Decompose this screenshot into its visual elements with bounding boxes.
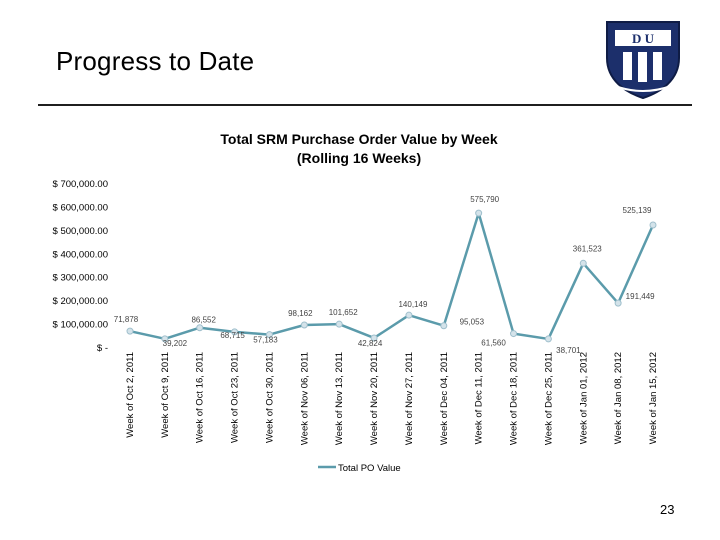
data-label: 525,139 [623, 206, 652, 215]
x-tick-label: Week of Oct 9, 2011 [160, 352, 171, 438]
y-tick-label: $ - [97, 343, 108, 354]
data-label: 98,162 [288, 309, 313, 318]
x-tick-label: Week of Oct 30, 2011 [264, 352, 275, 443]
x-tick-label: Week of Jan 01, 2012 [578, 352, 589, 444]
data-label: 575,790 [470, 195, 499, 204]
x-tick-label: Week of Nov 13, 2011 [334, 352, 345, 445]
data-label: 39,202 [163, 339, 188, 348]
chart-title: Total SRM Purchase Order Value by Week [220, 131, 497, 147]
svg-text:D U: D U [632, 31, 655, 46]
x-tick-label: Week of Oct 23, 2011 [230, 352, 241, 443]
y-tick-label: $ 100,000.00 [53, 320, 108, 331]
x-tick-label: Week of Nov 27, 2011 [404, 352, 415, 445]
data-label: 101,652 [329, 308, 358, 317]
y-tick-label: $ 700,000.00 [53, 179, 108, 190]
data-label: 191,449 [626, 292, 655, 301]
data-point [510, 330, 518, 338]
x-tick-label: Week of Dec 25, 2011 [543, 352, 554, 445]
data-point [196, 324, 204, 332]
series-line-total-po-value [129, 211, 655, 341]
data-point [231, 328, 239, 336]
university-shield-logo: D U [606, 21, 680, 100]
data-label: 86,552 [191, 316, 216, 325]
data-point [579, 259, 587, 267]
x-tick-label: Week of Oct 16, 2011 [195, 352, 206, 443]
data-label: 71,878 [114, 315, 139, 324]
x-tick-label: Week of Dec 04, 2011 [439, 352, 450, 445]
y-tick-label: $ 200,000.00 [53, 296, 108, 307]
data-label: 38,701 [556, 346, 581, 355]
data-point [370, 334, 378, 342]
legend-label: Total PO Value [338, 463, 401, 474]
y-tick-label: $ 300,000.00 [53, 273, 108, 284]
x-tick-label: Week of Nov 06, 2011 [299, 352, 310, 445]
y-tick-label: $ 600,000.00 [53, 202, 108, 213]
chart-subtitle: (Rolling 16 Weeks) [297, 150, 421, 166]
data-point [475, 209, 483, 217]
x-tick-label: Week of Jan 08, 2012 [613, 352, 624, 444]
data-point [300, 321, 308, 329]
data-point [544, 335, 552, 343]
data-label: 57,183 [253, 336, 278, 345]
data-point [335, 320, 343, 328]
title-divider [38, 104, 692, 106]
x-tick-label: Week of Nov 20, 2011 [369, 352, 380, 445]
data-point [405, 311, 413, 319]
data-point [614, 299, 622, 307]
data-label: 140,149 [398, 300, 427, 309]
page-number: 23 [660, 502, 675, 517]
x-tick-label: Week of Dec 11, 2011 [474, 352, 485, 444]
data-label: 42,824 [358, 339, 383, 348]
y-tick-label: $ 500,000.00 [53, 226, 108, 237]
y-tick-label: $ 400,000.00 [53, 249, 108, 260]
x-tick-label: Week of Jan 15, 2012 [648, 352, 659, 444]
data-label: 61,560 [481, 339, 506, 348]
data-label: 95,053 [460, 318, 485, 327]
x-tick-label: Week of Oct 2, 2011 [125, 352, 136, 438]
data-label: 361,523 [573, 244, 602, 253]
data-point [265, 331, 273, 339]
slide-title: Progress to Date [56, 46, 255, 76]
data-point [649, 221, 657, 229]
x-tick-label: Week of Dec 18, 2011 [509, 352, 520, 445]
data-point [440, 322, 448, 330]
data-point [126, 327, 134, 335]
data-label: 68,715 [220, 331, 245, 340]
data-point [161, 335, 169, 343]
